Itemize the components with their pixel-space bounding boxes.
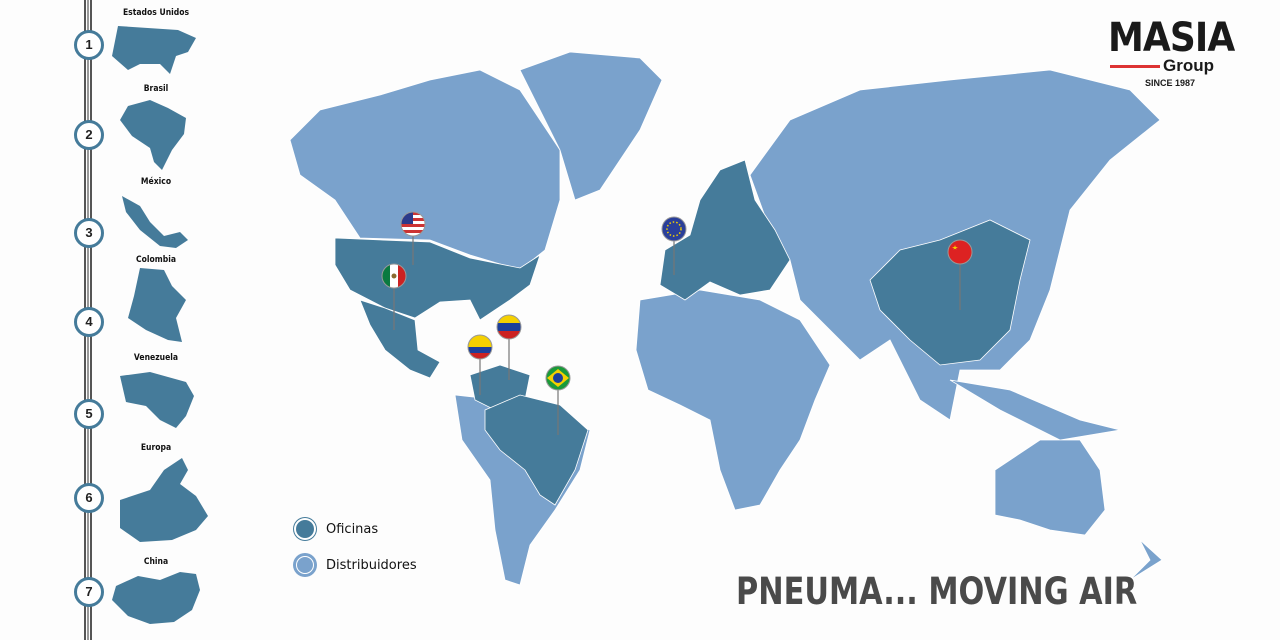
greenland-region [519, 51, 663, 201]
logo-red-bar [1110, 65, 1160, 68]
label-colombia: Colombia [135, 255, 176, 265]
step-4-badge: 4 [74, 307, 104, 337]
eu-flag-pin [661, 216, 687, 242]
step-7-badge: 7 [74, 577, 104, 607]
mini-brazil [120, 100, 186, 170]
label-mexico: México [140, 177, 172, 187]
step-1-badge: 1 [74, 30, 104, 60]
step-2-badge: 2 [74, 120, 104, 150]
offices-swatch [296, 520, 314, 538]
mexico-flag-pin [381, 263, 407, 289]
masia-group-logo: MASIA Group SINCE 1987 [1108, 15, 1248, 94]
label-europa: Europa [140, 443, 172, 453]
new-zealand-region [1129, 539, 1163, 581]
step-3-badge: 3 [74, 218, 104, 248]
brazil-region [484, 394, 589, 506]
us-flag-pin [400, 211, 426, 237]
africa-region [635, 289, 831, 511]
label-estados-unidos: Estados Unidos [122, 8, 190, 18]
usa-region [334, 237, 541, 321]
mini-usa [112, 26, 196, 74]
north-america-region [289, 69, 561, 271]
mini-mexico [122, 196, 188, 248]
legend-distributors-label: Distribuidores [326, 558, 417, 573]
step-5-badge: 5 [74, 399, 104, 429]
label-china: China [143, 557, 169, 567]
legend-offices-label: Oficinas [326, 522, 379, 537]
label-brasil: Brasil [143, 84, 169, 94]
logo-name: MASIA [1108, 15, 1235, 61]
brazil-flag-pin [545, 365, 571, 391]
logo-since: SINCE 1987 [1145, 78, 1196, 88]
slogan: PNEUMA... MOVING AIR [736, 570, 1138, 613]
colombia-flag-pin [467, 334, 493, 360]
venezuela-flag-pin [496, 314, 522, 340]
mini-europe [120, 458, 208, 542]
china-flag-pin [947, 239, 973, 265]
indonesia-region [949, 379, 1121, 441]
mini-colombia [128, 268, 186, 342]
step-6-badge: 6 [74, 483, 104, 513]
logo-group: Group [1163, 56, 1214, 75]
distributors-swatch [296, 556, 314, 574]
mini-venezuela [120, 372, 194, 428]
mini-china [112, 572, 200, 624]
china-region [869, 219, 1031, 366]
australia-region [994, 439, 1106, 536]
mexico-region [359, 299, 441, 379]
europe-region [659, 159, 791, 301]
label-venezuela: Venezuela [133, 353, 179, 363]
